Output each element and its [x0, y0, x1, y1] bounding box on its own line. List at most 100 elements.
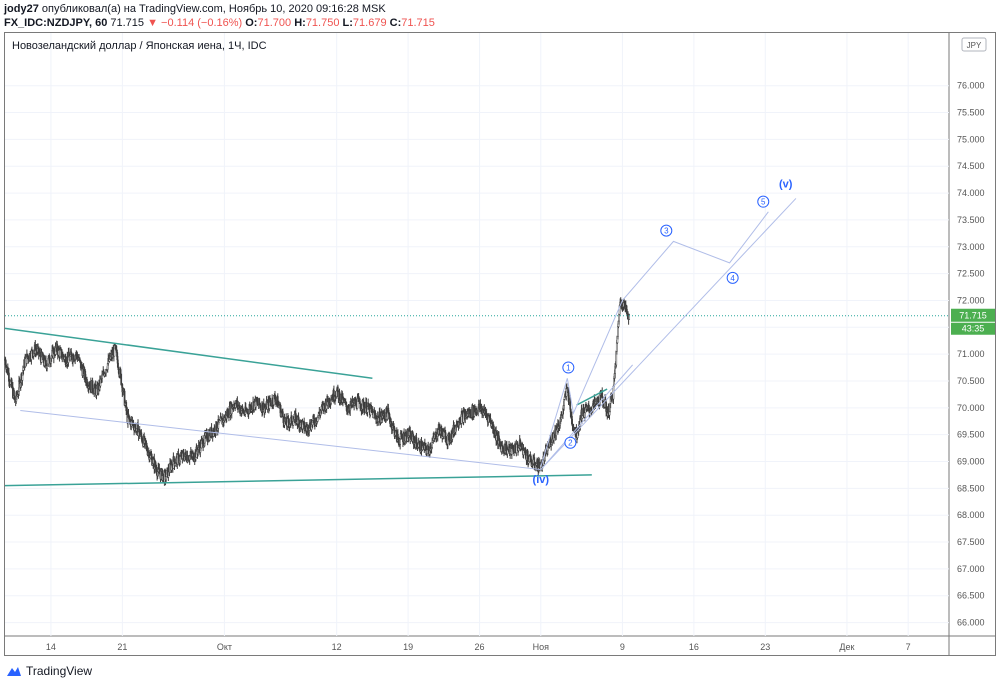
- price-change: −0.114 (−0.16%): [161, 17, 243, 29]
- price-tick-label: 76.000: [957, 81, 985, 91]
- candle-body: [626, 309, 628, 315]
- time-tick-label: 16: [689, 642, 699, 652]
- time-tick-label: 21: [117, 642, 127, 652]
- candle-body: [46, 365, 48, 369]
- projection-line: [540, 364, 634, 470]
- wave-label: 5: [761, 198, 766, 207]
- price-tick-label: 67.000: [957, 564, 985, 574]
- symbol-label: FX_IDC:NZDJPY, 60: [4, 17, 108, 29]
- upper-trendline: [4, 327, 373, 380]
- wave-projection-path: [540, 211, 769, 468]
- chart-frame[interactable]: 1 2 3 4 5 (v) (iv) 66.000 66.500 67.000 67.500 68.…: [4, 32, 996, 656]
- chart-header: jody27 опубликовал(а) на TradingView.com…: [4, 2, 994, 30]
- price-axis[interactable]: 66.000 66.500 67.000 67.500 68.000 68.500 69.0…: [957, 81, 985, 628]
- candle-body: [533, 457, 536, 467]
- published-text: опубликовал(а) на TradingView.com, Ноябр…: [41, 3, 386, 15]
- price-tick-label: 67.500: [957, 537, 985, 547]
- wave-label-circle: [562, 361, 575, 374]
- candle-body: [179, 456, 181, 462]
- wave-label: 2: [568, 439, 573, 448]
- price-tick-label: 75.000: [957, 134, 985, 144]
- tradingview-logo-icon[interactable]: [6, 665, 22, 677]
- price-tick-label: 68.000: [957, 510, 985, 520]
- down-arrow-icon: ▼: [147, 17, 158, 29]
- open-value: 71.700: [257, 17, 292, 29]
- price-tick-label: 66.500: [957, 591, 985, 601]
- time-tick-label: 7: [906, 642, 911, 652]
- price-tick-label: 73.000: [957, 242, 985, 252]
- projection-line: [540, 198, 797, 470]
- high-value: 71.750: [305, 17, 340, 29]
- wave-label: 4: [730, 274, 735, 283]
- wave-channel-line: [576, 388, 608, 406]
- close-value: 71.715: [401, 17, 435, 29]
- wave-label-circle: [726, 271, 739, 284]
- candle-body: [292, 420, 295, 426]
- publisher-name[interactable]: jody27: [4, 3, 39, 15]
- candle-body: [119, 369, 122, 375]
- price-tick-label: 66.000: [957, 618, 985, 628]
- candle-body: [13, 390, 15, 397]
- price-tick-label: 74.500: [957, 161, 985, 171]
- publisher-line: jody27 опубликовал(а) на TradingView.com…: [4, 2, 994, 16]
- ohlc-line: FX_IDC:NZDJPY, 60 71.715 ▼ −0.114 (−0.16…: [4, 16, 994, 30]
- price-tick-label: 74.000: [957, 188, 985, 198]
- countdown-value: 43:35: [962, 324, 985, 334]
- price-tick-label: 70.000: [957, 403, 985, 413]
- price-tick-label: 69.500: [957, 430, 985, 440]
- candle-body: [426, 449, 428, 454]
- time-tick-label: 26: [475, 642, 485, 652]
- wave-label: (v): [779, 179, 793, 191]
- open-label: O:: [245, 17, 258, 29]
- price-tick-label: 72.000: [957, 295, 985, 305]
- low-value: 71.679: [352, 17, 387, 29]
- candle-body: [345, 401, 348, 408]
- time-tick-label: 23: [760, 642, 770, 652]
- high-label: H:: [294, 17, 306, 29]
- candle-body: [431, 442, 433, 448]
- footer: TradingView: [6, 662, 92, 680]
- wave-label-circle: [660, 224, 673, 237]
- time-tick-label: Дек: [839, 642, 854, 652]
- time-tick-label: 14: [46, 642, 56, 652]
- countdown-badge: [951, 322, 995, 335]
- currency-badge[interactable]: JPY: [961, 37, 987, 52]
- wave-label: 1: [566, 364, 571, 373]
- candle-body: [59, 349, 61, 357]
- candle-body: [258, 398, 261, 405]
- legend-title: Новозеландский доллар / Японская иена, 1…: [12, 40, 267, 52]
- candle-body: [165, 476, 167, 481]
- time-tick-label: 19: [403, 642, 413, 652]
- candle-body: [174, 463, 176, 466]
- lower-trendline: [4, 474, 592, 487]
- candle-body: [615, 342, 618, 352]
- currency-badge-label: JPY: [967, 41, 982, 50]
- price-tick-label: 68.500: [957, 483, 985, 493]
- candle-body: [281, 411, 284, 417]
- price-tick-label: 72.500: [957, 269, 985, 279]
- close-label: C:: [389, 17, 402, 29]
- last-price-value: 71.715: [959, 311, 987, 321]
- wave-label-circle: [564, 436, 577, 449]
- price-tick-label: 71.000: [957, 349, 985, 359]
- last-price: 71.715: [110, 17, 145, 29]
- time-tick-label: Ноя: [533, 642, 550, 652]
- price-tick-label: 73.500: [957, 215, 985, 225]
- candle-body: [618, 314, 620, 322]
- wave-label: (iv): [533, 474, 550, 486]
- candle-body: [336, 386, 339, 392]
- candles: [4, 297, 631, 486]
- price-tick-label: 70.500: [957, 376, 985, 386]
- footer-brand[interactable]: TradingView: [26, 664, 93, 678]
- candle-body: [101, 374, 103, 379]
- candle-body: [583, 412, 586, 418]
- candle-body: [22, 367, 25, 371]
- last-price-tag: 71.715 43:35: [951, 308, 995, 335]
- time-tick-label: 9: [620, 642, 625, 652]
- last-price-badge: [951, 308, 995, 322]
- time-axis[interactable]: 14 21 Окт 12 19 26 Ноя 9 16 23 Дек 7: [46, 642, 911, 652]
- wave-label: 3: [664, 227, 669, 236]
- price-tick-label: 69.000: [957, 457, 985, 467]
- drawings: 1 2 3 4 5 (v) (iv): [4, 179, 949, 487]
